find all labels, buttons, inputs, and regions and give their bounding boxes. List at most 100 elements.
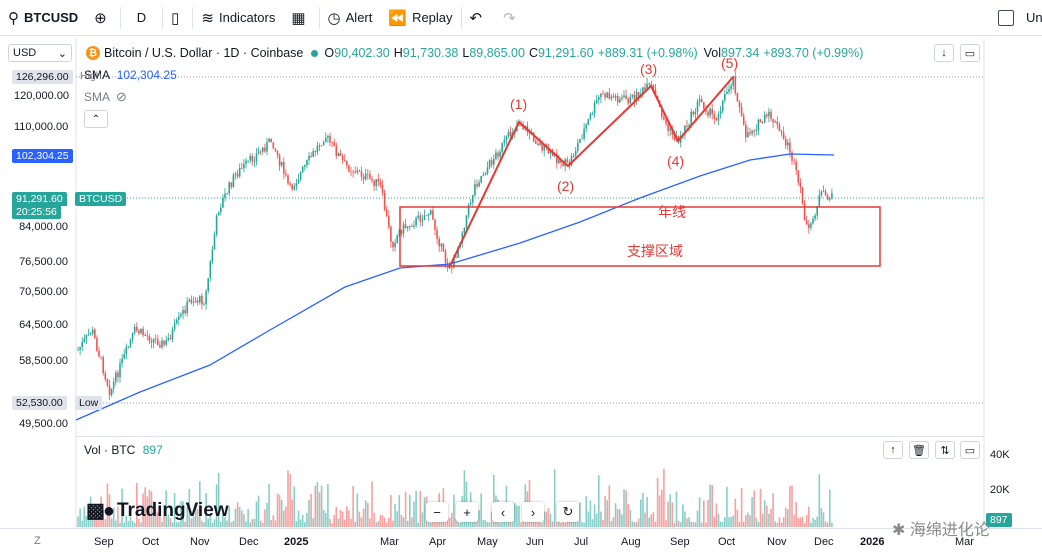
maximize-pane-button[interactable]: ▭ xyxy=(960,44,980,62)
templates-button[interactable]: ▦ xyxy=(283,0,318,36)
candle-body xyxy=(579,139,581,143)
eye-hidden-icon[interactable]: ⊘ xyxy=(116,89,127,104)
candle-body xyxy=(694,111,697,115)
compare-button[interactable]: ⊕ xyxy=(86,0,120,36)
volume-bar xyxy=(217,472,220,527)
volume-bar xyxy=(159,516,161,527)
candle-body xyxy=(671,128,674,135)
candle-body xyxy=(635,92,638,102)
volume-bar xyxy=(301,514,304,527)
pane-separator[interactable] xyxy=(76,436,984,437)
volume-bar xyxy=(682,504,684,527)
candle-body xyxy=(667,123,669,131)
scroll-down-button[interactable]: ↓ xyxy=(934,44,954,62)
replay-label: Replay xyxy=(412,10,453,25)
price-chart[interactable]: (1) (2) (3) (4) (5) 年线 支撑区域 xyxy=(0,0,1042,528)
interval-button[interactable]: D xyxy=(121,0,162,36)
candle-body xyxy=(165,340,167,345)
candle-body xyxy=(199,295,201,303)
candle-body xyxy=(629,96,632,104)
scroll-left-button[interactable]: ‹ xyxy=(492,502,514,522)
volume-bar xyxy=(654,521,657,527)
candle-body xyxy=(593,103,596,114)
candle-body xyxy=(367,173,369,175)
time-label: Mar xyxy=(380,536,399,548)
candle-body xyxy=(770,111,772,119)
elliott-wave-drawing[interactable] xyxy=(448,76,734,269)
candle-body xyxy=(665,119,667,124)
reset-chart-button[interactable]: ↻ xyxy=(557,502,579,522)
alert-button[interactable]: ◷ Alert xyxy=(320,0,381,36)
volume-bar xyxy=(679,522,682,527)
sma-value: 102,304.25 xyxy=(116,68,177,82)
indicators-button[interactable]: ≋ Indicators xyxy=(193,0,283,36)
candle-body xyxy=(442,243,445,251)
volume-bar xyxy=(283,510,285,527)
volume-bar xyxy=(629,509,632,527)
volume-bar xyxy=(707,500,709,527)
volume-bar xyxy=(207,518,209,527)
replay-button[interactable]: ⏪ Replay xyxy=(380,0,460,36)
unit-checkbox[interactable] xyxy=(998,10,1014,26)
volume-bar xyxy=(165,490,167,527)
volume-bar xyxy=(226,520,228,527)
volume-bar xyxy=(814,519,816,527)
tradingview-logo[interactable]: ▩● TradingView xyxy=(86,498,229,523)
undo-button[interactable]: ↶ xyxy=(462,0,496,36)
volume-bar xyxy=(808,506,810,527)
candle-body xyxy=(318,145,321,147)
candle-body xyxy=(262,147,264,152)
candle-body xyxy=(364,173,367,180)
candle-body xyxy=(110,388,113,395)
sma-legend[interactable]: SMA 102,304.25 xyxy=(84,68,177,82)
volume-bar xyxy=(251,519,254,527)
scroll-right-button[interactable]: › xyxy=(522,502,544,522)
symbol-search[interactable]: ⚲ BTCUSD xyxy=(0,0,86,36)
volume-bar xyxy=(423,497,426,527)
undo-icon: ↶ xyxy=(469,9,483,27)
volume-bar xyxy=(646,496,648,527)
templates-icon: ▦ xyxy=(291,9,306,27)
chart-type-button[interactable]: ▯ xyxy=(163,0,192,36)
volume-bar xyxy=(713,516,716,527)
search-icon: ⚲ xyxy=(8,9,19,27)
candle-body xyxy=(661,106,663,117)
candle-body xyxy=(77,349,79,351)
sma2-legend[interactable]: SMA ⊘ xyxy=(84,89,127,105)
candle-body xyxy=(379,181,382,185)
candle-body xyxy=(751,130,753,134)
move-pane-up-button[interactable]: ↑ xyxy=(883,441,903,459)
collapse-pane-button[interactable]: ⇅ xyxy=(935,441,955,459)
candle-body xyxy=(343,159,346,162)
volume-bar xyxy=(136,482,138,527)
candle-body xyxy=(329,135,331,143)
support-rectangle[interactable] xyxy=(399,206,881,267)
delete-pane-button[interactable]: 🗑 xyxy=(909,441,929,459)
volume-bar xyxy=(717,514,720,527)
volume-bar xyxy=(306,512,308,527)
candle-body xyxy=(474,184,476,196)
candle-body xyxy=(484,173,487,176)
volume-bar xyxy=(274,520,277,527)
volume-bar xyxy=(484,520,487,527)
candle-body xyxy=(724,94,726,101)
time-axis[interactable]: Z Sep Oct Nov Dec 2025 Mar Apr May Jun J… xyxy=(0,528,1042,556)
redo-button[interactable]: ↷ xyxy=(495,0,529,36)
volume-bar xyxy=(331,522,333,527)
volume-bar xyxy=(215,484,218,527)
candle-body xyxy=(207,278,209,291)
volume-bar xyxy=(138,518,140,527)
volume-bar xyxy=(293,486,296,527)
volume-bar xyxy=(610,520,613,527)
maximize-volume-pane-button[interactable]: ▭ xyxy=(960,441,980,459)
candle-body xyxy=(394,243,396,248)
zoom-in-button[interactable]: + xyxy=(456,502,478,522)
zoom-toggle[interactable]: Z xyxy=(34,535,41,547)
volume-bar xyxy=(694,522,697,527)
candle-body xyxy=(795,161,797,171)
zoom-out-button[interactable]: − xyxy=(426,502,448,522)
candle-body xyxy=(717,113,720,121)
candle-body xyxy=(413,225,415,227)
currency-select[interactable]: USD ⌄ xyxy=(8,44,72,62)
collapse-legend-button[interactable]: ⌃ xyxy=(84,110,108,128)
